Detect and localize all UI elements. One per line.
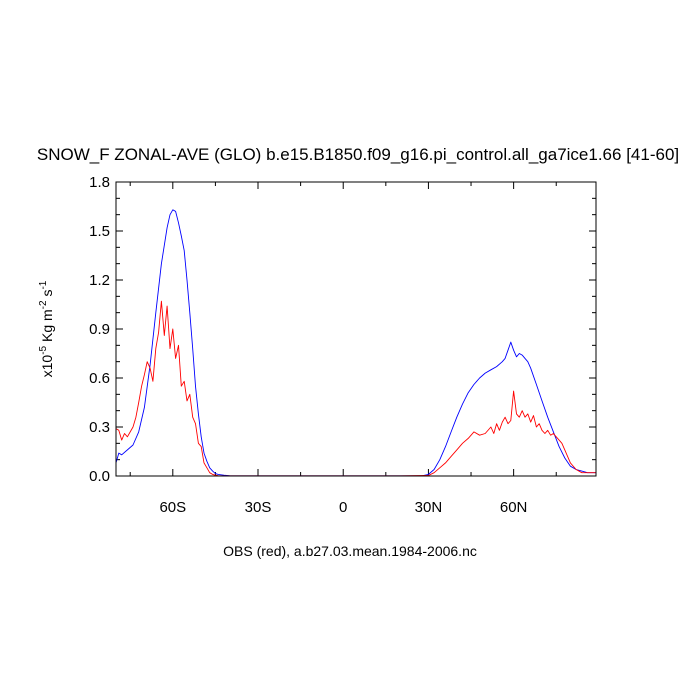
plot-frame [115,181,597,477]
y-tick-label: 1.5 [89,223,110,240]
series-layer [115,209,596,477]
y-axis-label: x10-5 Kg m-2 s-1 [38,280,55,377]
y-tick-label: 1.8 [89,174,110,191]
y-tick-label: 0.9 [89,321,110,338]
tick-marks [116,181,596,477]
x-tick-label: 60N [500,499,528,516]
x-tick-label: 30S [245,499,272,516]
y-tick-label: 1.2 [89,272,110,289]
tick-labels: 0.0 0.3 0.6 0.9 1.2 1.5 1.8 60S 30S 0 30N 60N [89,174,527,516]
x-tick-label: 0 [339,499,347,516]
y-tick-label: 0.6 [89,370,110,387]
series-line-1 [115,300,596,477]
chart-title: SNOW_F ZONAL-AVE (GLO) b.e15.B1850.f09_g… [37,145,679,164]
x-axis-label: OBS (red), a.b27.03.mean.1984-2006.nc [223,543,477,559]
y-tick-label: 0.0 [89,468,110,485]
x-tick-label: 30N [415,499,443,516]
y-tick-label: 0.3 [89,419,110,436]
x-tick-label: 60S [159,499,186,516]
series-line-0 [115,209,596,477]
